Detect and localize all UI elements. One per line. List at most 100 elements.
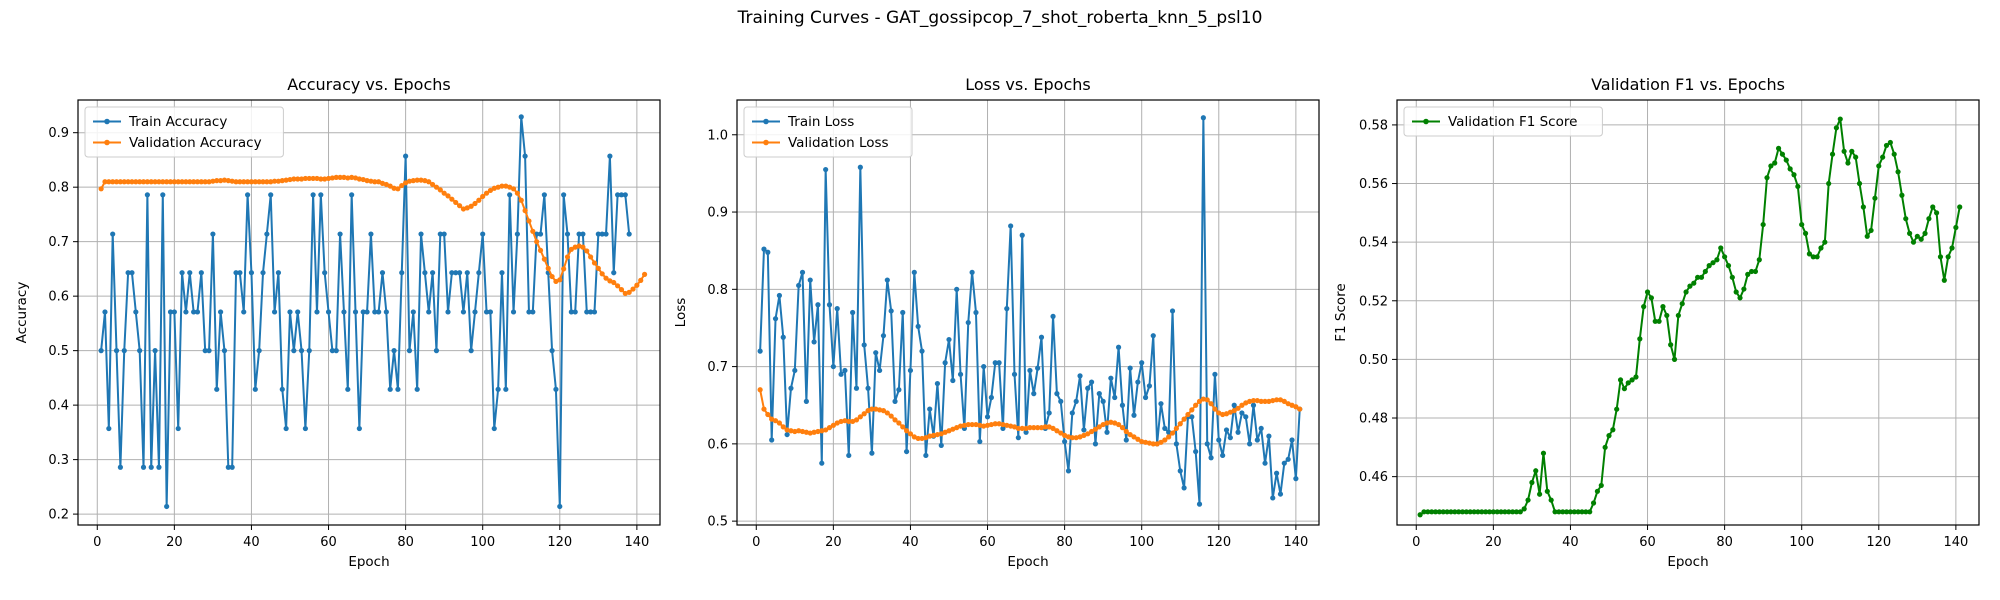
data-point bbox=[1459, 509, 1466, 515]
data-point bbox=[1802, 230, 1809, 236]
data-point bbox=[549, 273, 555, 280]
data-point bbox=[1035, 425, 1041, 431]
data-point bbox=[202, 348, 208, 354]
data-point bbox=[877, 407, 883, 413]
data-point bbox=[298, 348, 305, 354]
data-point bbox=[356, 425, 362, 432]
chart-3: 0 20 40 60 80 100 120 140 0.46 0.48 0.50 0.52 0.54 0.… bbox=[1333, 75, 1980, 570]
data-point bbox=[557, 503, 563, 510]
data-point bbox=[1081, 427, 1087, 433]
data-point bbox=[333, 174, 339, 180]
y-tick-label: 0.46 bbox=[1359, 470, 1388, 485]
data-point bbox=[345, 175, 351, 181]
data-point bbox=[1629, 377, 1635, 383]
data-point bbox=[1502, 509, 1508, 515]
data-point bbox=[456, 203, 463, 209]
data-point bbox=[225, 178, 231, 184]
data-point bbox=[930, 432, 937, 438]
data-point bbox=[1027, 367, 1033, 374]
data-point bbox=[641, 271, 648, 277]
data-point bbox=[1467, 509, 1473, 515]
x-axis-label: Epoch bbox=[348, 554, 389, 570]
data-point bbox=[187, 179, 193, 185]
data-point bbox=[164, 179, 170, 185]
data-point bbox=[765, 249, 771, 255]
data-point bbox=[584, 309, 590, 315]
data-point bbox=[110, 179, 116, 185]
axes-frame bbox=[736, 99, 1320, 526]
data-point bbox=[391, 185, 397, 191]
data-point bbox=[156, 464, 162, 470]
data-point bbox=[938, 442, 944, 449]
x-tick-label: 40 bbox=[243, 535, 260, 550]
data-point bbox=[1791, 172, 1797, 178]
data-point bbox=[572, 309, 578, 315]
data-point bbox=[896, 420, 902, 426]
data-point bbox=[1127, 431, 1133, 438]
data-point bbox=[1806, 251, 1813, 257]
x-tick-label: 120 bbox=[547, 535, 572, 550]
data-point bbox=[233, 179, 239, 185]
data-point bbox=[437, 187, 443, 193]
data-point bbox=[826, 425, 833, 431]
data-point bbox=[1537, 491, 1543, 497]
data-point bbox=[426, 179, 432, 185]
data-point bbox=[1027, 425, 1033, 431]
data-point bbox=[1590, 500, 1597, 506]
data-point bbox=[1073, 398, 1079, 404]
data-point bbox=[214, 178, 220, 184]
data-point bbox=[102, 309, 108, 315]
data-point bbox=[314, 309, 320, 315]
data-point bbox=[830, 363, 836, 370]
data-point bbox=[387, 386, 393, 392]
data-point bbox=[1038, 425, 1045, 431]
data-point bbox=[1266, 433, 1272, 439]
data-point bbox=[834, 306, 840, 312]
data-point bbox=[1254, 397, 1260, 404]
data-point bbox=[815, 428, 821, 435]
data-point bbox=[611, 270, 617, 276]
data-point bbox=[449, 196, 455, 202]
data-point bbox=[1533, 468, 1539, 474]
data-point bbox=[873, 406, 879, 412]
data-point bbox=[823, 166, 829, 173]
data-point bbox=[561, 192, 567, 198]
data-point bbox=[414, 386, 420, 392]
data-point bbox=[133, 179, 139, 185]
data-point bbox=[152, 179, 158, 185]
legend-swatch-marker bbox=[104, 118, 110, 125]
data-point bbox=[1231, 408, 1237, 414]
data-point bbox=[984, 422, 991, 428]
data-point bbox=[638, 277, 644, 283]
data-point bbox=[1853, 154, 1859, 160]
data-point bbox=[1015, 425, 1021, 432]
data-point bbox=[1614, 406, 1620, 412]
data-point bbox=[853, 385, 860, 391]
data-point bbox=[1200, 115, 1206, 121]
data-point bbox=[395, 186, 401, 192]
data-point bbox=[1822, 239, 1828, 245]
data-point bbox=[1779, 151, 1786, 157]
data-point bbox=[561, 266, 567, 272]
data-point bbox=[117, 179, 123, 185]
data-point bbox=[1644, 289, 1651, 295]
data-point bbox=[761, 246, 767, 252]
data-point bbox=[1895, 169, 1901, 175]
data-point bbox=[302, 425, 308, 432]
data-point bbox=[568, 246, 574, 252]
data-point bbox=[337, 174, 343, 180]
data-point bbox=[275, 178, 282, 184]
y-tick-label: 0.9 bbox=[48, 126, 69, 141]
data-point bbox=[510, 186, 517, 192]
data-point bbox=[1015, 435, 1021, 441]
data-point bbox=[1872, 195, 1878, 201]
data-point bbox=[391, 348, 397, 354]
data-point bbox=[1112, 394, 1118, 401]
data-point bbox=[807, 277, 813, 283]
data-point bbox=[333, 348, 339, 354]
data-point bbox=[1239, 402, 1245, 408]
data-point bbox=[1760, 221, 1766, 228]
data-point bbox=[1849, 148, 1855, 154]
data-point bbox=[1783, 157, 1789, 163]
